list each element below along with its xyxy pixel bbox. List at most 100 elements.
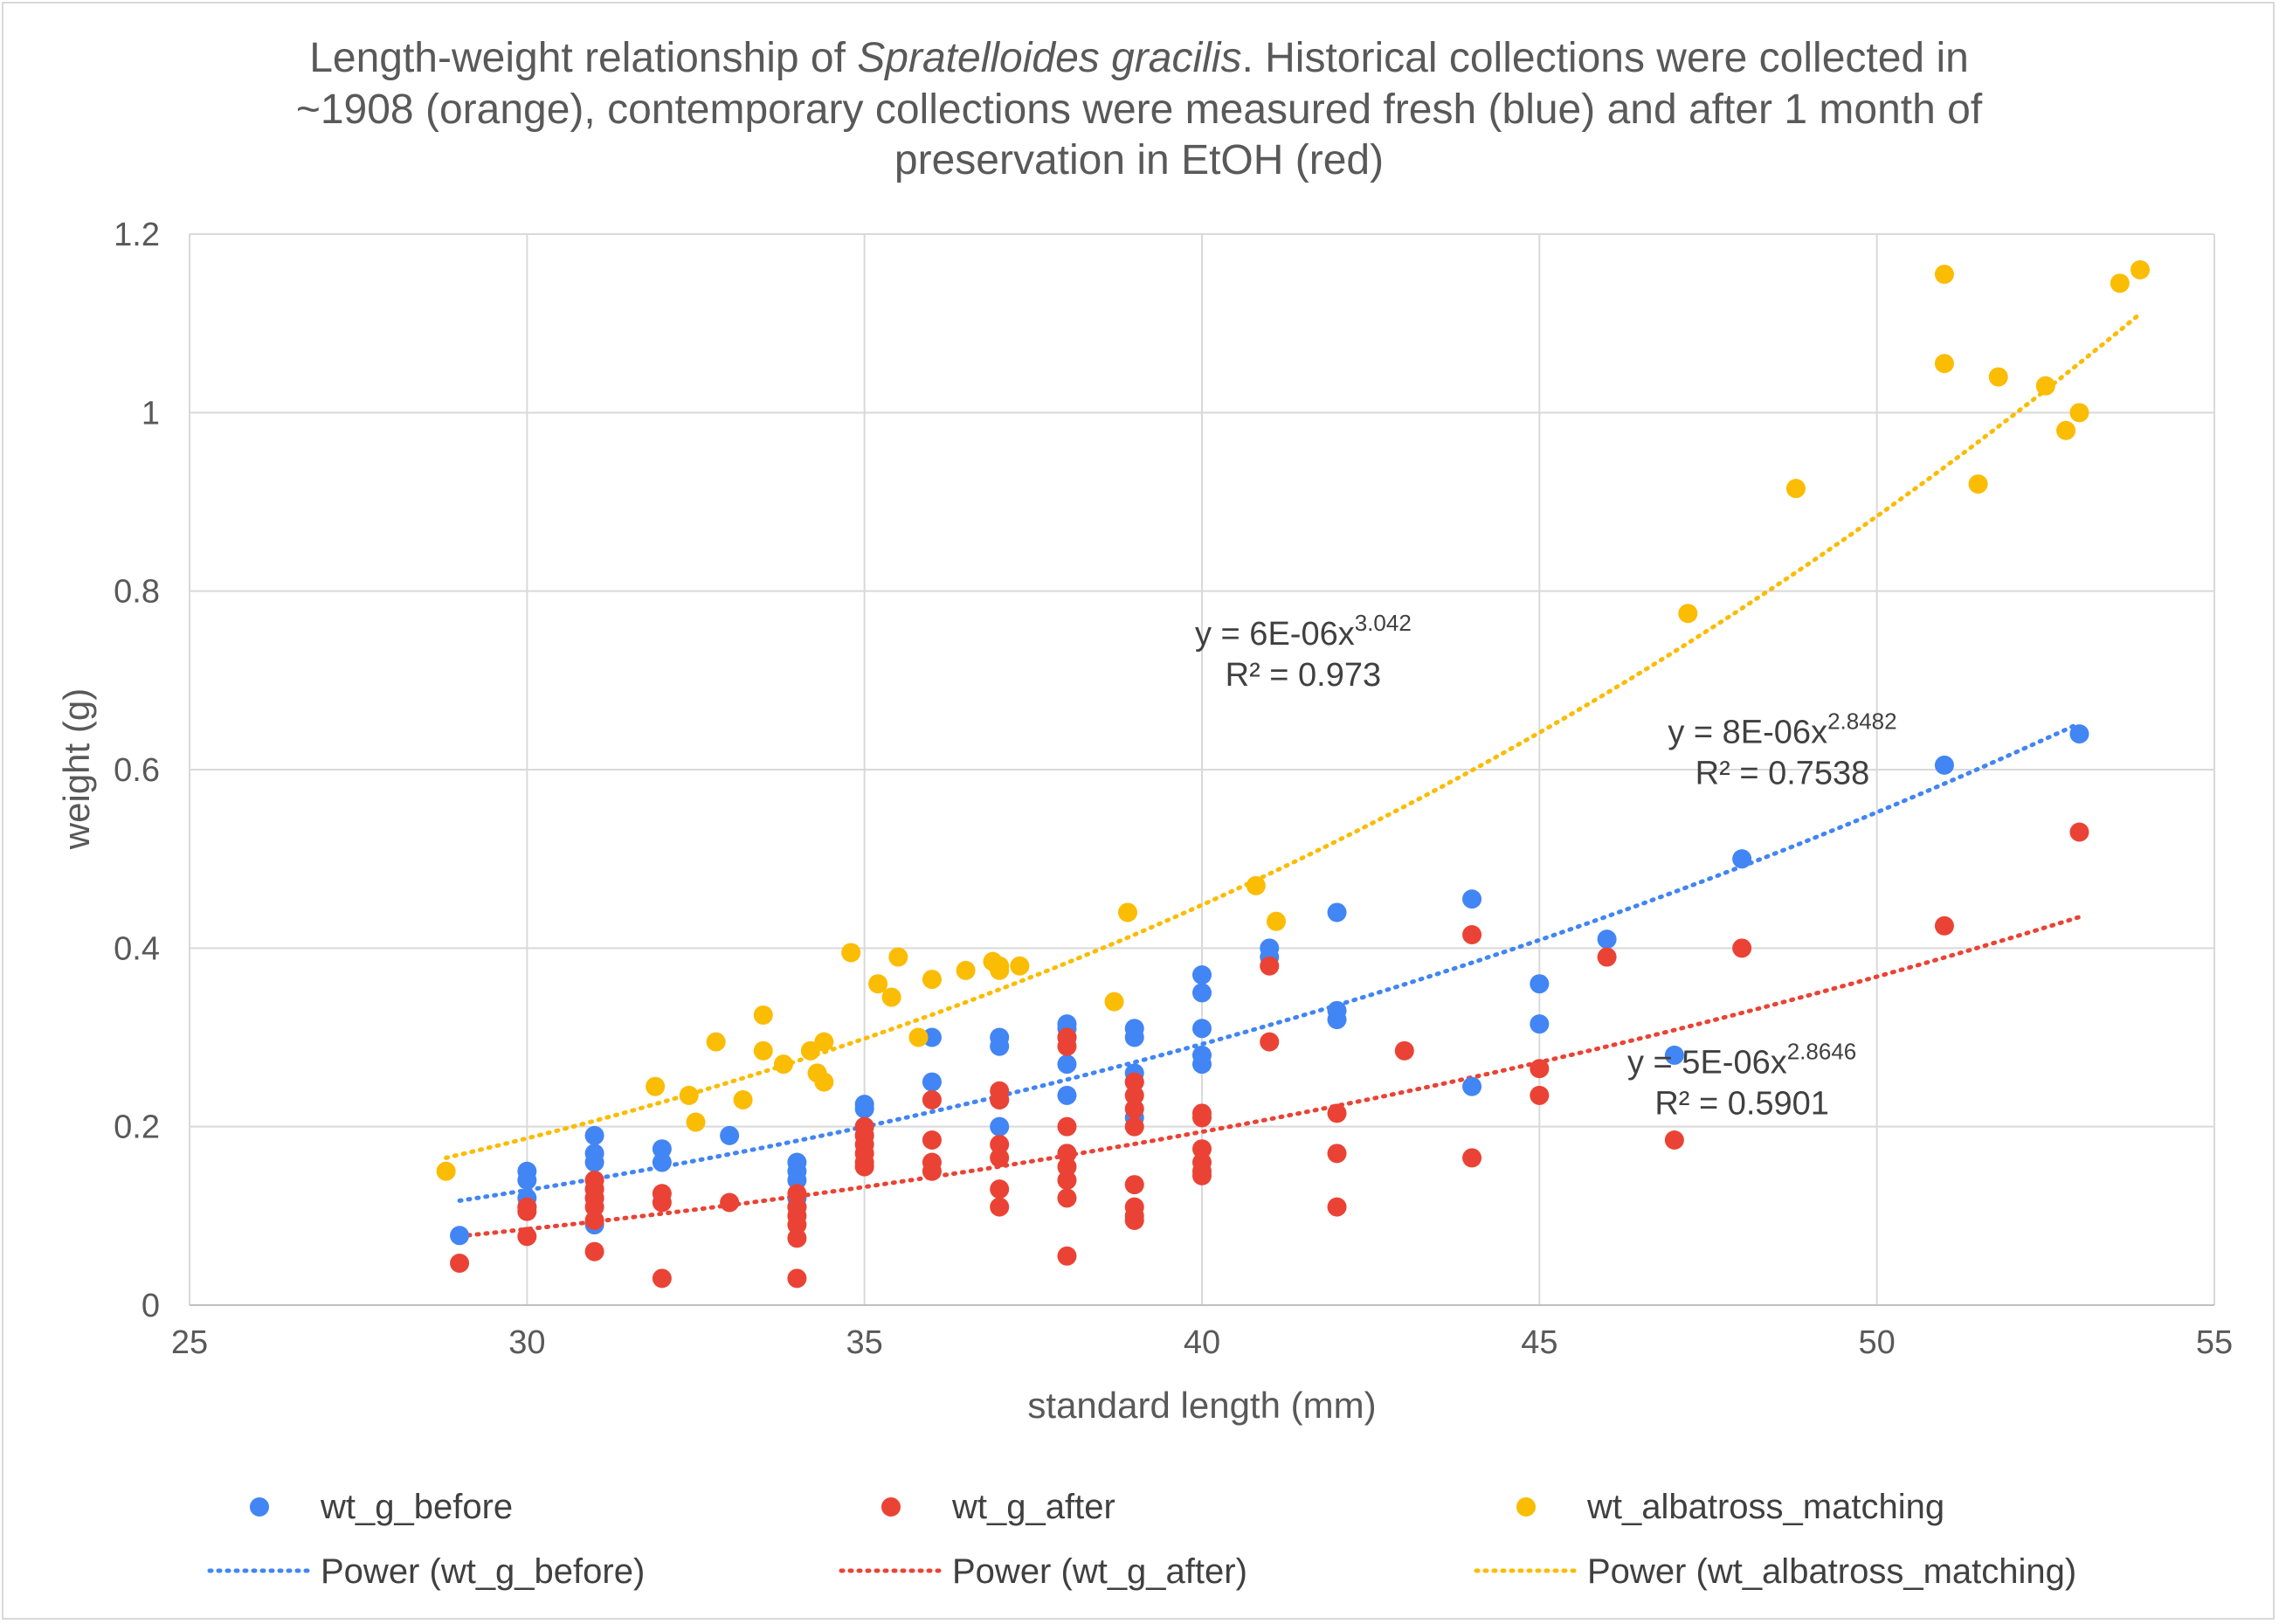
trendline-r2-wt_g_after: R² = 0.5901	[1654, 1085, 1829, 1122]
point-wt_g_after	[1057, 1157, 1077, 1177]
point-wt_g_after	[1057, 1116, 1077, 1137]
point-wt_albatross_matching	[868, 974, 888, 994]
point-wt_g_after	[1192, 1108, 1212, 1128]
point-wt_g_after	[2069, 822, 2089, 842]
y-tick-label: 0.2	[114, 1109, 160, 1146]
y-tick-label: 0	[142, 1288, 160, 1324]
point-wt_g_before	[450, 1226, 470, 1246]
point-wt_g_after	[652, 1268, 672, 1289]
point-wt_g_after	[922, 1161, 942, 1181]
point-wt_g_after	[1124, 1085, 1144, 1105]
y-axis-title: weight (g)	[56, 688, 97, 850]
x-tick-label: 45	[1521, 1324, 1557, 1361]
data-points	[436, 259, 2151, 1289]
point-wt_g_after	[652, 1192, 672, 1213]
point-wt_g_before	[990, 1116, 1010, 1137]
point-wt_albatross_matching	[1104, 992, 1124, 1012]
point-wt_g_after	[1934, 916, 1954, 936]
point-wt_albatross_matching	[646, 1076, 666, 1096]
point-wt_g_before	[652, 1152, 672, 1172]
point-wt_g_after	[584, 1241, 604, 1261]
point-wt_g_after	[1327, 1103, 1347, 1123]
legend-label-wt_albatross_matching: wt_albatross_matching	[1586, 1488, 1944, 1526]
point-wt_g_before	[922, 1027, 942, 1047]
point-wt_g_after	[1057, 1246, 1077, 1266]
point-wt_albatross_matching	[1118, 902, 1138, 923]
point-wt_g_after	[1327, 1144, 1347, 1164]
point-wt_albatross_matching	[753, 1040, 773, 1061]
point-wt_g_before	[1057, 1054, 1077, 1075]
point-wt_g_after	[584, 1210, 604, 1230]
point-wt_albatross_matching	[908, 1027, 929, 1047]
point-wt_g_after	[517, 1227, 537, 1247]
point-wt_albatross_matching	[2056, 420, 2076, 440]
legend-marker-wt_albatross_matching	[1516, 1497, 1536, 1517]
point-wt_g_after	[990, 1135, 1010, 1155]
point-wt_g_before	[1934, 755, 1954, 775]
point-wt_g_after	[1597, 947, 1617, 967]
tick-labels: 25 30 35 40 45 50 55 0 0.2 0.4 0.6 0.8 1 1.2	[114, 217, 2233, 1361]
point-wt_g_after	[450, 1253, 470, 1273]
point-wt_albatross_matching	[686, 1112, 706, 1132]
point-wt_g_after	[854, 1157, 874, 1177]
point-wt_albatross_matching	[436, 1161, 456, 1181]
legend-trend-label-wt_albatross_matching: Power (wt_albatross_matching)	[1587, 1552, 2076, 1591]
trendline-wt_albatross_matching	[444, 311, 2143, 1160]
point-wt_g_after	[1462, 1148, 1482, 1168]
point-wt_g_before	[1664, 1045, 1684, 1065]
legend-label-wt_g_before: wt_g_before	[320, 1488, 513, 1526]
point-wt_albatross_matching	[706, 1032, 726, 1052]
trendline-equations: y = 8E-06x2.8482 R² = 0.7538 y = 5E-06x2.8…	[1195, 610, 1897, 1122]
point-wt_g_before	[584, 1152, 604, 1172]
point-wt_g_after	[1530, 1085, 1550, 1105]
point-wt_g_after	[1327, 1197, 1347, 1217]
point-wt_albatross_matching	[2131, 259, 2151, 280]
point-wt_g_after	[584, 1197, 604, 1217]
point-wt_g_after	[1260, 1032, 1280, 1052]
point-wt_g_after	[990, 1090, 1010, 1110]
point-wt_albatross_matching	[773, 1054, 793, 1075]
trendline-r2-wt_g_before: R² = 0.7538	[1695, 755, 1870, 791]
point-wt_g_after	[922, 1090, 942, 1110]
point-wt_g_after	[1124, 1116, 1144, 1137]
trendline-equation-wt_g_after: y = 5E-06x2.8646	[1627, 1038, 1856, 1081]
point-wt_g_after	[922, 1130, 942, 1150]
point-wt_g_before	[1192, 983, 1212, 1003]
point-wt_g_before	[584, 1125, 604, 1145]
point-wt_albatross_matching	[1785, 479, 1806, 499]
y-tick-label: 0.8	[114, 574, 160, 611]
chart-title-line-2: ~1908 (orange), contemporary collections…	[296, 86, 1983, 133]
point-wt_albatross_matching	[753, 1005, 773, 1025]
point-wt_g_before	[1462, 889, 1482, 909]
point-wt_g_after	[1192, 1139, 1212, 1159]
point-wt_g_after	[990, 1197, 1010, 1217]
point-wt_albatross_matching	[956, 960, 976, 980]
point-wt_g_after	[1530, 1059, 1550, 1079]
point-wt_g_before	[1327, 902, 1347, 923]
point-wt_g_before	[652, 1139, 672, 1159]
y-tick-label: 1.2	[114, 217, 160, 253]
point-wt_g_after	[1124, 1175, 1144, 1195]
point-wt_albatross_matching	[888, 947, 908, 967]
chart-title-line-1: Length-weight relationship of Spratelloi…	[309, 35, 1969, 81]
point-wt_g_after	[1057, 1188, 1077, 1208]
point-wt_g_before	[1530, 974, 1550, 994]
point-wt_g_after	[787, 1215, 807, 1235]
point-wt_albatross_matching	[2110, 273, 2130, 294]
x-axis-title: standard length (mm)	[1027, 1385, 1376, 1426]
point-wt_g_before	[1124, 1027, 1144, 1047]
point-wt_albatross_matching	[1010, 956, 1030, 976]
legend-marker-wt_g_before	[250, 1497, 269, 1517]
point-wt_g_before	[517, 1170, 537, 1190]
point-wt_g_after	[990, 1179, 1010, 1199]
chart-title-line-3: preservation in EtOH (red)	[894, 137, 1384, 183]
point-wt_g_after	[1057, 1036, 1077, 1056]
trendlines	[444, 311, 2143, 1239]
point-wt_g_after	[1124, 1072, 1144, 1092]
point-wt_albatross_matching	[1934, 354, 1954, 374]
point-wt_g_before	[1732, 849, 1752, 869]
point-wt_g_before	[787, 1170, 807, 1190]
y-tick-label: 0.4	[114, 930, 160, 967]
